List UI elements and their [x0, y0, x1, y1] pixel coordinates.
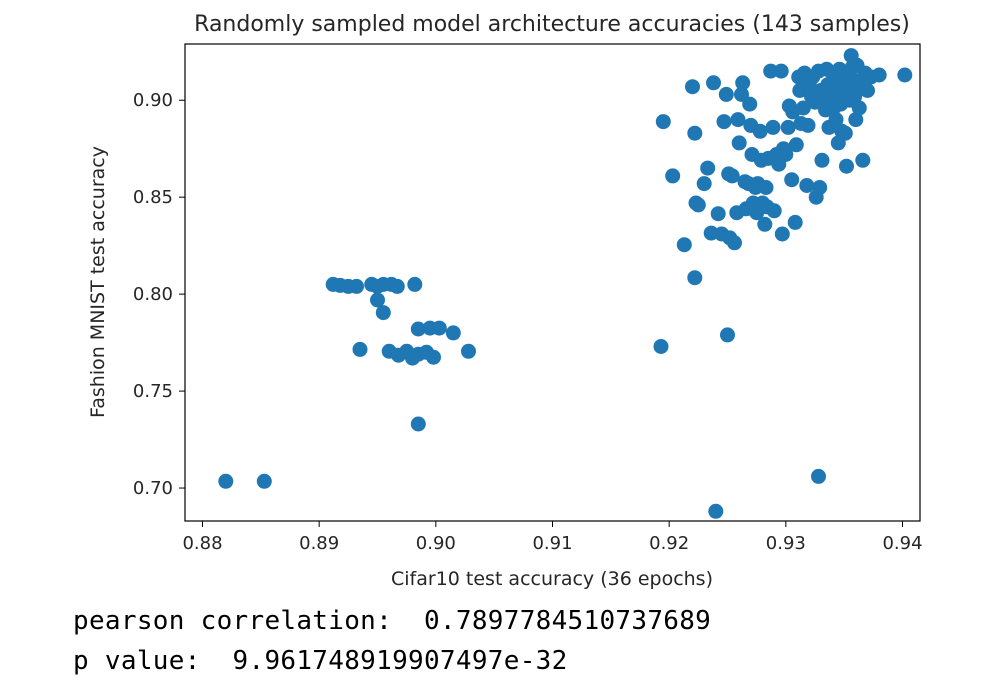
scatter-point [690, 197, 706, 213]
scatter-point [828, 112, 844, 128]
scatter-point [700, 160, 716, 176]
x-tick-label: 0.91 [532, 533, 572, 554]
scatter-point [407, 276, 423, 292]
x-tick-label: 0.90 [416, 533, 456, 554]
y-tick-label: 0.75 [133, 381, 173, 402]
scatter-point [352, 341, 368, 357]
x-axis-ticks: 0.88 0.89 0.90 0.91 0.92 0.93 0.94 [182, 521, 923, 554]
scatter-point [731, 135, 747, 151]
scatter-point [349, 278, 364, 294]
scatter-point [800, 117, 816, 133]
scatter-point [814, 152, 830, 168]
x-tick-label: 0.88 [182, 533, 222, 554]
scatter-point [718, 86, 734, 102]
scatter-point [837, 125, 853, 141]
y-tick-label: 0.70 [133, 478, 173, 499]
y-axis-ticks: 0.70 0.75 0.80 0.85 0.90 [133, 90, 185, 499]
scatter-point [848, 112, 864, 128]
scatter-point [765, 119, 781, 135]
x-tick-label: 0.89 [299, 533, 339, 554]
scatter-point [687, 125, 703, 141]
scatter-point [716, 114, 732, 130]
scatter-point [685, 79, 700, 95]
scatter-point [375, 305, 391, 321]
scatter-point [871, 67, 887, 83]
plot-area-frame [184, 43, 921, 522]
scatter-point [788, 137, 804, 153]
scatter-point [778, 147, 794, 162]
y-tick-label: 0.90 [133, 90, 173, 111]
scatter-point [676, 237, 692, 253]
x-tick-label: 0.92 [649, 533, 689, 554]
scatter-point [410, 416, 426, 432]
chart-title: Randomly sampled model architecture accu… [194, 12, 910, 37]
y-tick-label: 0.85 [133, 187, 173, 208]
scatter-point [461, 343, 476, 359]
x-tick-label: 0.93 [766, 533, 806, 554]
scatter-point [706, 75, 721, 91]
points-layer [218, 48, 913, 519]
scatter-point [410, 321, 426, 337]
scatter-point [839, 158, 854, 174]
scatter-point [860, 83, 875, 98]
scatter-point [787, 214, 803, 230]
scatter-point [773, 63, 789, 79]
scatter-point [655, 114, 671, 130]
scatter-point [812, 180, 828, 195]
scatter-point [784, 172, 800, 188]
y-tick-label: 0.80 [133, 284, 173, 305]
scatter-point [256, 473, 272, 489]
scatter-point [742, 96, 758, 112]
scatter-point [445, 325, 461, 341]
scatter-point [752, 123, 768, 139]
scatter-point [708, 503, 724, 519]
scatter-point [851, 100, 867, 116]
scatter-point [774, 226, 790, 242]
scatter-point [710, 206, 726, 222]
scatter-point [370, 292, 385, 308]
scatter-point [766, 203, 782, 219]
scatter-point [758, 180, 774, 195]
scatter-point [757, 216, 773, 232]
scatter-point [763, 63, 779, 79]
scatter-point [653, 339, 669, 354]
scatter-point [431, 320, 447, 336]
p-value-output: p value: 9.961748919907497e-32 [73, 646, 568, 676]
scatter-point [665, 168, 681, 184]
scatter-point [855, 152, 871, 168]
scatter-point [218, 473, 234, 489]
scatter-point [720, 327, 735, 343]
scatter-point [735, 75, 751, 91]
scatter-point [730, 112, 746, 128]
scatter-point [799, 178, 815, 193]
x-axis-label: Cifar10 test accuracy (36 epochs) [391, 568, 713, 590]
pearson-correlation-output: pearson correlation: 0.7897784510737689 [73, 606, 712, 636]
scatter-point [724, 168, 740, 184]
scatter-point [687, 270, 703, 286]
scatter-point [426, 349, 441, 365]
scatter-point [696, 176, 712, 192]
scatter-point [727, 235, 742, 251]
scatter-chart: Randomly sampled model architecture accu… [87, 12, 923, 590]
scatter-point [389, 278, 405, 294]
scatter-point [811, 468, 826, 484]
scatter-point [897, 67, 913, 83]
x-tick-label: 0.94 [882, 533, 922, 554]
scatter-point [780, 119, 796, 135]
scatter-point [795, 100, 811, 116]
y-axis-label: Fashion MNIST test accuracy [87, 146, 109, 418]
